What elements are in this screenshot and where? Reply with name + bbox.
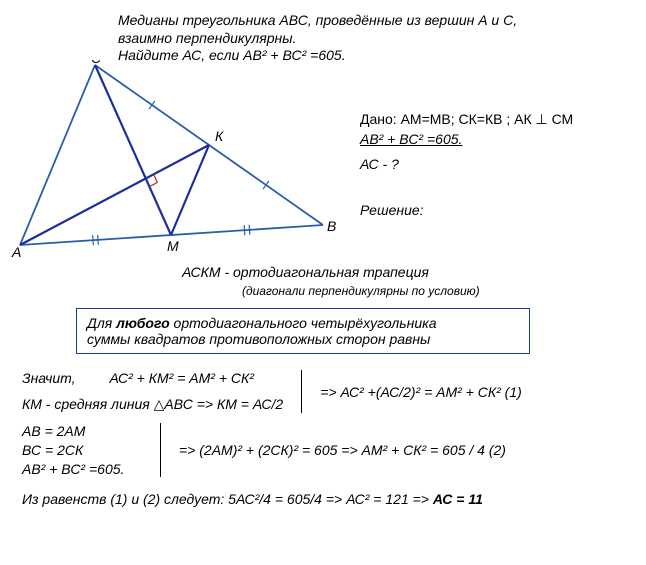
trapezoid-note: (диагонали перпендикулярны по условию) — [242, 284, 622, 298]
trapezoid-line: АСКМ - ортодиагональная трапеция — [182, 264, 622, 280]
eq: АВ² + ВС² =605. — [22, 461, 142, 477]
arrow-result: => АС² +(АС/2)² = АМ² + СК² (1) — [320, 384, 522, 400]
eq: АВ = 2АМ — [22, 423, 142, 439]
given-find: АС - ? — [360, 155, 573, 175]
eq: ВС = 2СК — [22, 442, 142, 458]
svg-text:C: C — [91, 60, 102, 66]
triangle-icon: △ — [154, 396, 165, 412]
svg-text:M: M — [167, 238, 179, 254]
box-bold: любого — [116, 315, 170, 331]
eq: АС² + КМ² = АМ² + СК² — [109, 370, 253, 386]
given-heading: Дано: АМ=МВ; СК=КВ ; АК ⊥ СМ — [360, 110, 573, 130]
vertical-bar — [301, 370, 302, 413]
box-text: суммы квадратов противоположных сторон р… — [87, 331, 519, 347]
problem-statement: Медианы треугольника АВС, проведённые из… — [118, 12, 518, 65]
box-text: Для — [87, 315, 116, 331]
theorem-box: Для любого ортодиагонального четырёхугол… — [76, 308, 530, 354]
svg-text:A: A — [11, 244, 21, 260]
solution-label: Решение: — [360, 202, 424, 218]
final-answer: АС = 11 — [433, 491, 483, 507]
given-eq: АВ² + ВС² =605. — [360, 130, 573, 150]
solution-body: АСКМ - ортодиагональная трапеция (диагон… — [22, 260, 622, 511]
svg-text:К: К — [215, 128, 224, 144]
km-mid: КМ - средняя линия — [22, 396, 154, 412]
derivation-row-1: Значит, АС² + КМ² = АМ² + СК² КМ - средн… — [22, 370, 622, 413]
given-block: Дано: АМ=МВ; СК=КВ ; АК ⊥ СМ АВ² + ВС² =… — [360, 110, 573, 175]
final-pre: Из равенств (1) и (2) следует: 5АС²/4 = … — [22, 491, 433, 507]
problem-line: взаимно перпендикулярны. — [118, 30, 518, 48]
znachit: Значит, — [22, 370, 76, 386]
final-line: Из равенств (1) и (2) следует: 5АС²/4 = … — [22, 491, 622, 507]
km-mid: АВС => КМ = АС/2 — [164, 396, 283, 412]
derivation-row-2: АВ = 2АМ ВС = 2СК АВ² + ВС² =605. => (2А… — [22, 423, 622, 477]
box-text: ортодиагонального четырёхугольника — [170, 315, 437, 331]
problem-line: Медианы треугольника АВС, проведённые из… — [118, 12, 518, 30]
vertical-bar — [160, 423, 161, 477]
svg-text:B: B — [327, 218, 336, 234]
triangle-diagram: A B C M К — [10, 60, 340, 260]
arrow-result: => (2АМ)² + (2СК)² = 605 => АМ² + СК² = … — [179, 442, 506, 458]
